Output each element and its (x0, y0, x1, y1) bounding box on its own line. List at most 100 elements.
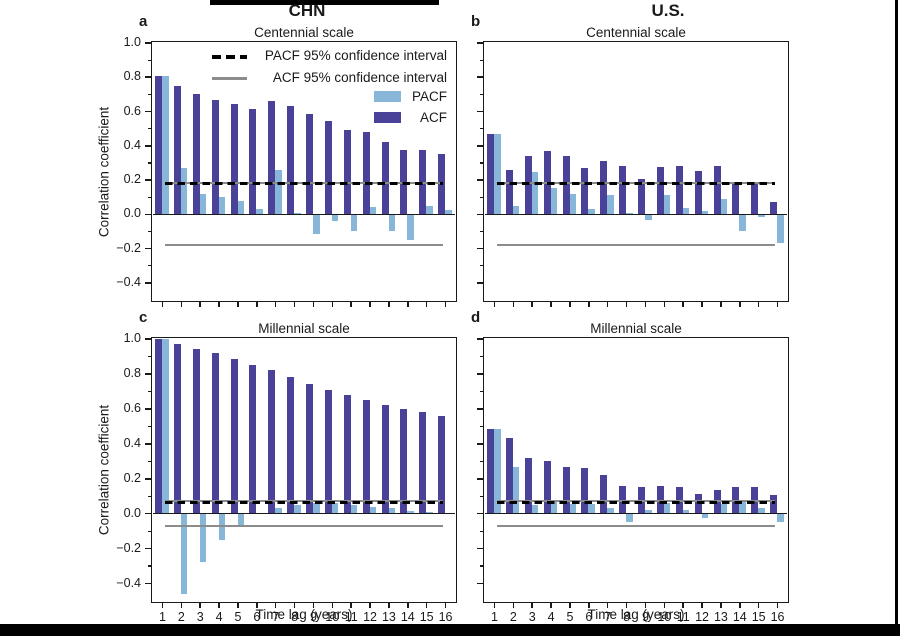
acf-bar (619, 166, 627, 215)
pacf-bar (777, 513, 784, 522)
acf-bar (155, 75, 162, 215)
acf-bar (675, 166, 683, 215)
x-tick (407, 603, 409, 608)
column-title-chn: CHN (288, 1, 326, 20)
y-minor-tick (147, 265, 152, 267)
x-tick (663, 302, 665, 307)
pacf-bar (162, 339, 169, 514)
pacf-bar (426, 205, 433, 215)
bottom-crop-bar (0, 624, 900, 636)
x-tick-label: 12 (695, 610, 710, 624)
y-major-tick (477, 42, 484, 44)
y-tick-label: 0.8 (123, 69, 141, 84)
x-tick (180, 302, 182, 307)
pacf-ci-line (165, 500, 443, 504)
acf-bar (287, 376, 295, 514)
y-minor-tick (479, 565, 484, 567)
legend-pacf-ci-line-swatch (212, 55, 247, 59)
x-tick-label: 7 (272, 610, 280, 624)
acf-bar (211, 99, 219, 215)
acf-bar (581, 168, 589, 215)
acf-bar (562, 156, 570, 215)
x-tick (512, 603, 514, 608)
acf-bar (581, 468, 589, 514)
acf-bar (211, 352, 219, 514)
y-tick-label: 0.0 (123, 505, 141, 520)
x-tick (644, 603, 647, 608)
x-tick (757, 603, 760, 608)
x-tick (588, 302, 590, 307)
x-tick (663, 603, 665, 608)
x-tick (180, 603, 182, 608)
y-minor-tick (147, 162, 152, 164)
acf-bar (524, 457, 532, 514)
y-major-tick (145, 247, 152, 250)
x-tick (199, 302, 201, 307)
y-minor-tick (147, 425, 152, 427)
x-tick (274, 603, 277, 608)
pacf-ci-line (497, 182, 775, 185)
x-tick (720, 302, 722, 307)
acf-bar (694, 494, 702, 514)
acf-bar (230, 359, 238, 514)
y-tick-label: −0.2 (116, 540, 141, 555)
x-tick (312, 302, 315, 307)
pacf-bar (569, 504, 576, 514)
y-minor-tick (147, 530, 152, 532)
x-tick-label: 4 (547, 610, 555, 624)
y-minor-tick (479, 162, 484, 164)
x-tick (550, 603, 552, 608)
x-tick (312, 603, 315, 608)
pacf-bar (162, 75, 169, 215)
pacf-bar (494, 133, 501, 215)
x-tick-label: 10 (657, 610, 672, 624)
acf-bar (306, 114, 313, 215)
pacf-bar (388, 508, 395, 514)
x-tick (407, 302, 409, 307)
pacf-bar (550, 499, 558, 514)
x-tick (739, 603, 741, 608)
acf-bar (770, 495, 778, 514)
pacf-bar (588, 504, 595, 514)
y-major-tick (477, 110, 484, 113)
pacf-bar (237, 513, 244, 525)
pacf-bar (739, 502, 746, 514)
pacf-bar (569, 193, 576, 215)
y-tick-label: 0.6 (123, 400, 141, 415)
pacf-bar (426, 511, 433, 514)
acf-bar (770, 202, 778, 215)
y-tick-label: −0.4 (116, 274, 141, 289)
x-tick-label: 9 (309, 610, 317, 624)
y-minor-tick (479, 495, 484, 497)
x-tick (606, 302, 609, 307)
x-tick-label: 7 (604, 610, 612, 624)
acf-bar (173, 344, 181, 514)
y-tick-label: 1.0 (123, 35, 141, 49)
pacf-bar (550, 187, 558, 215)
y-minor-tick (147, 59, 152, 61)
x-tick-label: 14 (732, 610, 747, 624)
acf-bar (487, 428, 494, 514)
acf-bar (505, 169, 513, 215)
y-minor-tick (147, 565, 152, 567)
acf-bar (155, 339, 162, 514)
pacf-bar (494, 428, 501, 514)
acf-bar (192, 348, 200, 514)
pacf-bar (313, 214, 320, 235)
x-tick (237, 603, 239, 608)
acf-bar (524, 156, 532, 215)
y-major-tick (145, 477, 152, 480)
acf-bar (505, 437, 513, 514)
pacf-bar (180, 513, 188, 594)
y-minor-tick (479, 425, 484, 427)
y-major-tick (145, 76, 152, 79)
panel-title-b: Centennial scale (586, 25, 686, 40)
y-major-tick (145, 179, 152, 181)
x-tick (588, 603, 590, 608)
pacf-bar (407, 214, 414, 241)
panel-letter-a: a (139, 13, 148, 30)
pacf-bar (388, 214, 395, 231)
x-tick (625, 302, 628, 307)
acf-ci-lower-line (165, 524, 443, 527)
acf-bar (732, 181, 740, 215)
